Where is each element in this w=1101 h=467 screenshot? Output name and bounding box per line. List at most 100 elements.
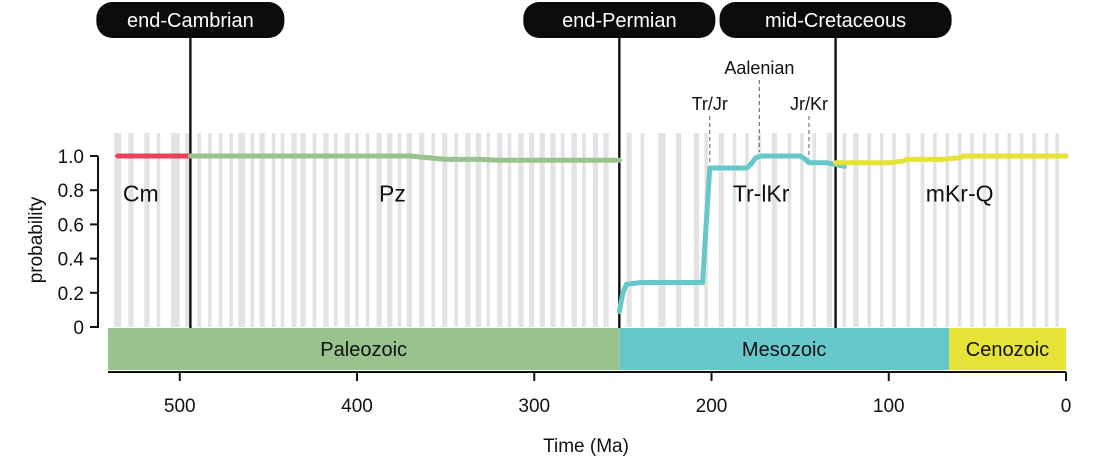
background-band [475,133,482,327]
background-band [867,133,872,327]
background-band [387,133,393,327]
background-band [982,133,987,327]
background-band [431,133,435,327]
secondary-markers: Tr/Jr Aalenian Jr/Kr [692,58,828,164]
boundary-lines [189,22,837,328]
boundary-pill [719,2,952,38]
marker-label: Tr/Jr [692,94,728,114]
region-label: Pz [379,181,406,207]
background-band [676,133,682,327]
background-band [250,133,255,327]
boundary-label: end-Cambrian [127,10,254,32]
era-label: Mesozoic [742,339,826,361]
background-band [507,133,512,327]
background-band [582,133,586,327]
region-label: mKr-Q [926,181,994,207]
background-band [208,133,212,327]
background-band [312,133,317,327]
background-band [920,133,925,327]
background-band [812,133,817,327]
x-tick-label: 100 [873,396,905,417]
background-band [718,133,724,327]
background-band [259,133,265,327]
background-band [757,133,762,327]
background-band [300,133,306,327]
background-band [550,133,556,327]
background-band [156,133,161,327]
era-block [949,328,1066,370]
region-label: Tr-lKr [733,181,790,207]
background-band [539,133,545,327]
background-band [114,133,122,327]
background-band [800,133,804,327]
background-band [497,133,503,327]
background-band [1055,133,1059,327]
background-band [571,133,577,327]
background-band [879,133,884,327]
y-tick-label: 0.4 [58,250,85,271]
background-band [271,133,276,327]
background-band [592,133,599,327]
background-band [658,133,666,327]
background-band [1044,133,1049,327]
x-tick-label: 500 [164,396,196,417]
region-label: Cm [123,181,159,207]
marker-label: Jr/Kr [790,94,828,114]
background-band [970,133,974,327]
background-band [1007,133,1012,327]
era-block [619,328,950,370]
background-band [442,133,448,327]
region-labels: Cm Pz Tr-lKr mKr-Q [123,181,994,207]
background-band [323,133,329,327]
background-band [693,133,700,327]
background-band [732,133,737,327]
background-band [560,133,565,327]
background-band [933,133,937,327]
background-band [406,133,412,327]
marker-label: Aalenian [724,58,794,78]
background-band [185,133,191,327]
background-band [626,133,632,327]
background-band [280,133,285,327]
background-band [376,133,382,327]
y-tick-label: 0.8 [58,181,84,202]
series-line [187,153,622,163]
background-band [826,133,833,327]
y-tick-label: 1.0 [58,147,84,168]
background-band [1032,133,1036,327]
boundary-pill [523,2,716,38]
background-band [144,133,150,327]
background-band [853,133,859,327]
era-block [108,328,620,370]
background-band [640,133,645,327]
series-line [833,153,1069,166]
background-band [218,133,223,327]
background-band [419,133,425,327]
background-band [1019,133,1024,327]
x-tick-label: 0 [1061,396,1072,417]
background-band [892,133,896,327]
y-axis-title: probability [26,196,47,283]
background-band [745,133,749,327]
background-band [787,133,792,327]
background-bands [114,133,1059,327]
boundary-label: end-Permian [562,10,677,32]
background-band [518,133,524,327]
background-band [344,133,350,327]
boundary-pill [96,2,285,38]
background-band [238,133,246,327]
background-band [465,133,471,327]
probability-series [115,153,1069,315]
x-axis-title: Time (Ma) [543,436,629,457]
background-band [771,133,778,327]
background-band [291,133,297,327]
x-tick-label: 400 [341,396,373,417]
era-label: Paleozoic [320,339,407,361]
background-band [128,133,134,327]
series-line [616,153,847,315]
background-band [355,133,359,327]
boundary-pills: end-Cambrian end-Permian mid-Cretaceous [96,2,952,38]
background-band [528,133,535,327]
background-band [603,133,609,327]
